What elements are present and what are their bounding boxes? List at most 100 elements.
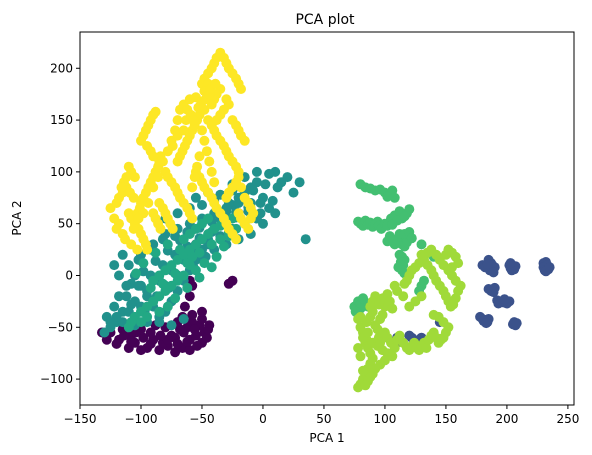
data-point [234, 172, 244, 182]
data-point [207, 239, 217, 249]
data-point [236, 182, 246, 192]
data-point [390, 281, 400, 291]
data-point [124, 162, 134, 172]
data-point [273, 182, 283, 192]
data-point [109, 260, 119, 270]
x-tick-label: 200 [495, 412, 518, 426]
data-point [490, 283, 500, 293]
x-tick-label: 150 [434, 412, 457, 426]
data-point [481, 318, 491, 328]
data-point [404, 302, 414, 312]
data-point [125, 188, 135, 198]
data-point [295, 177, 305, 187]
data-point [175, 245, 185, 255]
data-point [197, 307, 207, 317]
data-point [131, 268, 141, 278]
data-point [400, 211, 410, 221]
data-point [209, 177, 219, 187]
data-point [179, 234, 189, 244]
data-point [158, 157, 168, 167]
data-point [114, 219, 124, 229]
data-point [173, 339, 183, 349]
data-point [268, 196, 278, 206]
data-point [188, 115, 198, 125]
data-point [358, 366, 368, 376]
x-tick-label: 100 [373, 412, 396, 426]
data-point [199, 258, 209, 268]
y-axis: −100−50050100150200 [40, 61, 80, 386]
data-point [158, 279, 168, 289]
data-point [142, 245, 152, 255]
x-tick-label: −50 [189, 412, 214, 426]
data-point [365, 302, 375, 312]
data-point [179, 125, 189, 135]
data-point [187, 182, 197, 192]
y-tick-label: 200 [50, 61, 73, 75]
data-point [187, 214, 197, 224]
x-tick-label: 50 [316, 412, 331, 426]
data-point [154, 307, 164, 317]
data-point [417, 239, 427, 249]
data-point [252, 167, 262, 177]
data-point [545, 262, 555, 272]
data-point [126, 300, 136, 310]
data-point [246, 203, 256, 213]
data-point [192, 341, 202, 351]
data-point [121, 281, 131, 291]
data-point [363, 328, 373, 338]
data-point [163, 239, 173, 249]
data-point [170, 268, 180, 278]
y-tick-label: 100 [50, 165, 73, 179]
data-point [182, 258, 192, 268]
data-point [106, 317, 116, 327]
data-point [112, 339, 122, 349]
data-point [407, 233, 417, 243]
data-point [212, 252, 222, 262]
data-point [360, 380, 370, 390]
data-point [382, 192, 392, 202]
data-point [109, 302, 119, 312]
data-point [153, 172, 163, 182]
data-point [143, 198, 153, 208]
data-point [136, 345, 146, 355]
data-point [256, 198, 266, 208]
data-point [119, 331, 129, 341]
data-point [156, 224, 166, 234]
data-point [353, 314, 363, 324]
y-tick-label: 50 [58, 217, 73, 231]
data-point [179, 314, 189, 324]
data-point [375, 338, 385, 348]
data-point [199, 136, 209, 146]
data-point [301, 234, 311, 244]
data-point [190, 324, 200, 334]
data-point [195, 248, 205, 258]
data-point [482, 259, 492, 269]
data-point [212, 115, 222, 125]
data-point [192, 162, 202, 172]
data-point [400, 279, 410, 289]
data-point [204, 157, 214, 167]
data-point [168, 224, 178, 234]
data-point [429, 310, 439, 320]
data-point [382, 236, 392, 246]
data-point [148, 182, 158, 192]
data-point [419, 276, 429, 286]
data-point [248, 186, 258, 196]
data-point [353, 343, 363, 353]
data-point [191, 193, 201, 203]
data-point [146, 339, 156, 349]
data-point [154, 317, 164, 327]
data-point [270, 208, 280, 218]
data-point [138, 258, 148, 268]
data-point [114, 271, 124, 281]
scatter-points [97, 48, 555, 393]
data-point [236, 84, 246, 94]
x-tick-label: 0 [259, 412, 267, 426]
data-point [124, 260, 134, 270]
data-point [506, 258, 516, 268]
data-point [512, 318, 522, 328]
data-point [195, 273, 205, 283]
data-point [260, 179, 270, 189]
y-tick-label: 150 [50, 113, 73, 127]
